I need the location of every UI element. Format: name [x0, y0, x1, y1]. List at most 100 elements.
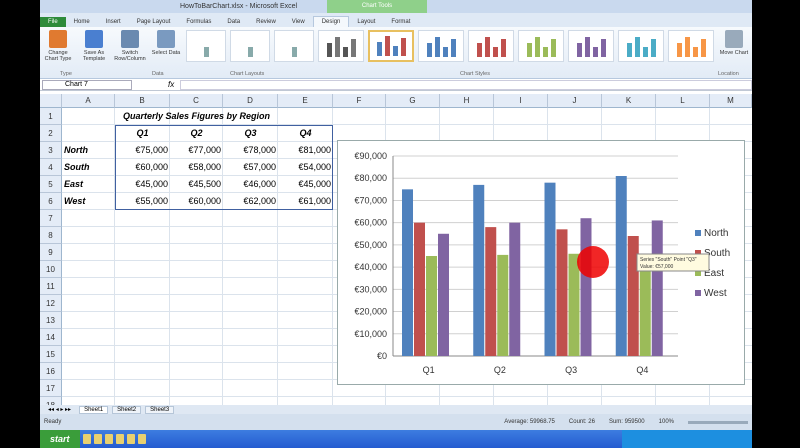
- bar-east-q1[interactable]: [426, 256, 437, 356]
- bar-east-q3[interactable]: [568, 253, 580, 356]
- value-cell[interactable]: €60,000: [188, 196, 221, 206]
- chart-layout-option[interactable]: [186, 30, 226, 62]
- column-header-F[interactable]: F: [333, 94, 386, 108]
- tab-design[interactable]: Design: [312, 16, 350, 27]
- tab-layout[interactable]: Layout: [357, 19, 376, 25]
- sheet-tab-sheet3[interactable]: Sheet3: [145, 405, 175, 414]
- legend-label-north[interactable]: North: [704, 228, 728, 239]
- row-header-16[interactable]: 16: [40, 363, 62, 380]
- bar-north-q3[interactable]: [544, 182, 556, 356]
- header-cell[interactable]: Q2: [190, 128, 203, 138]
- bar-west-q1[interactable]: [438, 233, 449, 356]
- bar-west-q2[interactable]: [509, 222, 521, 356]
- value-cell[interactable]: €81,000: [298, 145, 331, 155]
- column-header-M[interactable]: M: [710, 94, 752, 108]
- zoom-slider[interactable]: [688, 420, 748, 424]
- row-header-13[interactable]: 13: [40, 312, 62, 329]
- row-header-11[interactable]: 11: [40, 278, 62, 295]
- chart-style-option[interactable]: [668, 30, 714, 62]
- row-header-14[interactable]: 14: [40, 329, 62, 346]
- value-cell[interactable]: €78,000: [243, 145, 276, 155]
- legend-label-east[interactable]: East: [704, 268, 724, 279]
- row-header-15[interactable]: 15: [40, 346, 62, 363]
- tab-view[interactable]: View: [291, 19, 305, 25]
- column-header-L[interactable]: L: [656, 94, 710, 108]
- switch-row-column-button[interactable]: Switch Row/Column: [114, 30, 146, 75]
- bar-south-q4[interactable]: [627, 236, 639, 356]
- value-cell[interactable]: €77,000: [188, 145, 221, 155]
- tab-data[interactable]: Data: [227, 19, 241, 25]
- row-header-7[interactable]: 7: [40, 210, 62, 227]
- bar-south-q3[interactable]: [556, 229, 568, 356]
- column-header-D[interactable]: D: [223, 94, 278, 108]
- region-cell[interactable]: West: [64, 196, 86, 206]
- column-header-H[interactable]: H: [440, 94, 494, 108]
- value-cell[interactable]: €45,000: [135, 179, 168, 189]
- app-icon[interactable]: [93, 434, 102, 444]
- move-chart-button[interactable]: Move Chart: [718, 30, 750, 75]
- bar-north-q1[interactable]: [402, 189, 413, 356]
- column-header-C[interactable]: C: [170, 94, 223, 108]
- app-icon[interactable]: [82, 434, 91, 444]
- zoom-level[interactable]: 100%: [658, 419, 674, 425]
- column-header-G[interactable]: G: [386, 94, 440, 108]
- row-header-1[interactable]: 1: [40, 108, 62, 125]
- bar-south-q1[interactable]: [414, 222, 425, 356]
- row-header-12[interactable]: 12: [40, 295, 62, 312]
- bar-east-q4[interactable]: [639, 256, 651, 356]
- app-icon[interactable]: [126, 434, 135, 444]
- value-cell[interactable]: €60,000: [135, 162, 168, 172]
- app-icon[interactable]: [104, 434, 113, 444]
- value-cell[interactable]: €57,000: [243, 162, 276, 172]
- header-cell[interactable]: Q1: [136, 128, 149, 138]
- header-cell[interactable]: Q4: [299, 128, 312, 138]
- column-header-A[interactable]: A: [62, 94, 115, 108]
- value-cell[interactable]: €55,000: [135, 196, 168, 206]
- tab-home[interactable]: Home: [73, 19, 90, 25]
- chart-style-option[interactable]: [618, 30, 664, 62]
- value-cell[interactable]: €45,000: [298, 179, 331, 189]
- header-cell[interactable]: Q3: [244, 128, 257, 138]
- save-as-template-button[interactable]: Save As Template: [78, 30, 110, 75]
- bar-south-q2[interactable]: [485, 227, 497, 356]
- fx-icon[interactable]: fx: [168, 80, 175, 89]
- value-cell[interactable]: €54,000: [298, 162, 331, 172]
- chart-style-option[interactable]: [318, 30, 364, 62]
- start-button[interactable]: start: [40, 430, 80, 448]
- row-header-9[interactable]: 9: [40, 244, 62, 261]
- row-header-10[interactable]: 10: [40, 261, 62, 278]
- row-header-6[interactable]: 6: [40, 193, 62, 210]
- region-cell[interactable]: South: [64, 162, 90, 172]
- row-header-4[interactable]: 4: [40, 159, 62, 176]
- row-header-5[interactable]: 5: [40, 176, 62, 193]
- tab-format[interactable]: Format: [391, 19, 411, 25]
- column-header-B[interactable]: B: [115, 94, 170, 108]
- bar-east-q2[interactable]: [497, 254, 509, 356]
- chart-style-option[interactable]: [568, 30, 614, 62]
- chart-style-option[interactable]: [368, 30, 414, 62]
- app-icon[interactable]: [137, 434, 146, 444]
- value-cell[interactable]: €46,000: [243, 179, 276, 189]
- bar-chart[interactable]: €0 €10,000 €20,000 €30,000 €40,000 €50,000 €60…: [338, 141, 746, 386]
- sheet-nav-arrows[interactable]: ◂◂ ◂ ▸ ▸▸: [48, 407, 72, 413]
- name-box[interactable]: Chart 7: [42, 79, 132, 90]
- row-header-3[interactable]: 3: [40, 142, 62, 159]
- row-header-17[interactable]: 17: [40, 380, 62, 397]
- bar-west-q4[interactable]: [651, 220, 663, 356]
- chart-style-option[interactable]: [418, 30, 464, 62]
- tab-page-layout[interactable]: Page Layout: [136, 19, 171, 25]
- value-cell[interactable]: €45,500: [188, 179, 221, 189]
- legend-label-west[interactable]: West: [704, 288, 727, 299]
- value-cell[interactable]: €58,000: [188, 162, 221, 172]
- sheet-tab-sheet1[interactable]: Sheet1: [79, 405, 109, 414]
- tab-file[interactable]: File: [40, 17, 66, 27]
- formula-input[interactable]: [180, 79, 752, 90]
- chart-layout-option[interactable]: [230, 30, 270, 62]
- tab-formulas[interactable]: Formulas: [186, 19, 212, 25]
- select-data-button[interactable]: Select Data: [150, 30, 182, 75]
- change-chart-type-button[interactable]: Change Chart Type: [42, 30, 74, 75]
- chart-style-option[interactable]: [468, 30, 514, 62]
- region-cell[interactable]: East: [64, 179, 84, 189]
- legend-label-south[interactable]: South: [704, 248, 730, 259]
- column-header-E[interactable]: E: [278, 94, 333, 108]
